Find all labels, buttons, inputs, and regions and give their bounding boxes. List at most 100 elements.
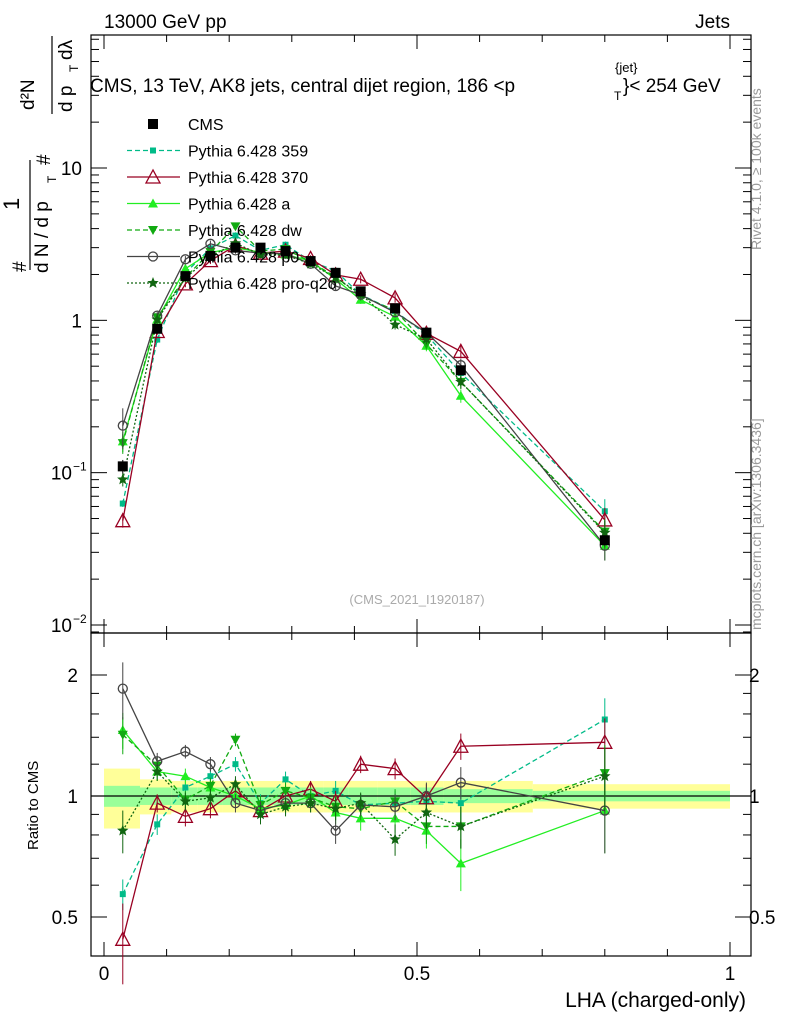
- ratio-panel-frame: [90, 632, 752, 957]
- main-point-ppro: [254, 248, 267, 260]
- ylabel-dN-dpT: d N / d p: [32, 201, 53, 273]
- ratio-point-ppro: [304, 797, 317, 808]
- ratio-point-p370: [177, 807, 194, 823]
- ratio-point-p359: [154, 821, 161, 828]
- y-tick-exponent: −1: [73, 460, 87, 474]
- main-point-p359: [154, 336, 161, 343]
- y-tick-exponent: −2: [73, 612, 87, 626]
- cms-data-point: [117, 461, 128, 472]
- x-tick-label: 0.5: [404, 964, 430, 985]
- ratio-point-ppro: [229, 778, 242, 790]
- ratio-tick-label-right: 1: [749, 787, 760, 808]
- ylabel-one: 1: [0, 198, 24, 210]
- cms-data-point: [280, 246, 291, 257]
- ratio-point-ppro: [455, 820, 467, 832]
- ratio-point-pp0: [117, 683, 128, 694]
- main-point-ppro: [389, 318, 401, 330]
- cms-data-point: [330, 267, 341, 278]
- ratio-point-pdw: [205, 781, 216, 791]
- ratio-point-pa: [455, 858, 466, 868]
- ratio-point-p370: [387, 760, 404, 776]
- cms-data-point: [152, 323, 163, 334]
- y-tick-label: 10: [51, 616, 72, 637]
- ylabel-dlambda: dλ: [56, 39, 77, 60]
- main-point-p359: [119, 500, 126, 507]
- ratio-point-pdw: [230, 735, 241, 745]
- ratio-line-p370: [122, 741, 605, 940]
- main-line-pa: [122, 246, 606, 547]
- ratio-point-p359: [232, 761, 239, 768]
- main-point-ppro: [420, 332, 433, 344]
- ratio-point-ppro: [354, 797, 367, 808]
- ratio-point-ppro: [179, 795, 192, 807]
- ratio-line-pa: [122, 729, 606, 865]
- ratio-point-p370: [149, 794, 166, 810]
- ratio-point-ppro: [329, 802, 342, 814]
- cms-data-point: [599, 535, 610, 546]
- main-point-pdw: [230, 222, 241, 232]
- cms-data-point: [390, 303, 401, 314]
- ratio-point-p359: [182, 784, 189, 791]
- y-tick-label: 10: [51, 464, 72, 485]
- main-point-ppro: [229, 237, 242, 249]
- ratio-tick-label: 2: [67, 666, 78, 687]
- x-tick-label: 1: [725, 964, 736, 985]
- ratio-tick-label: 1: [67, 787, 78, 808]
- cms-data-point: [355, 286, 366, 297]
- title-main: CMS, 13 TeV, AK8 jets, central dijet reg…: [90, 76, 515, 97]
- ratio-point-p370: [352, 755, 369, 771]
- ylabel-hash-2: #: [34, 154, 55, 165]
- cms-data-point: [230, 242, 241, 253]
- ratio-point-pp0: [330, 825, 341, 836]
- ratio-point-p359: [282, 776, 289, 783]
- ratio-point-ppro: [279, 800, 292, 812]
- energy-label: 13000 GeV pp: [104, 12, 227, 33]
- ylabel-dpT: d p: [56, 86, 77, 112]
- legend-marker-CMS: [148, 119, 158, 129]
- ratio-point-ppro: [420, 806, 433, 818]
- cms-data-point: [205, 250, 216, 261]
- ratio-point-p370: [452, 737, 469, 753]
- legend-label-p359: Pythia 6.428 359: [188, 144, 308, 161]
- main-y-label: # 1 d N / d p T # d²N d p T dλ: [0, 36, 81, 273]
- main-panel-series: [114, 222, 613, 561]
- ratio-panel-series: [114, 662, 613, 985]
- ratio-line-pdw: [122, 734, 606, 828]
- main-point-pp0: [180, 254, 191, 265]
- ratio-point-ppro: [254, 808, 267, 820]
- main-point-pa: [180, 263, 191, 273]
- legend: CMS Pythia 6.428 359 Pythia 6.428 370 Pythi…: [127, 117, 337, 293]
- legend-marker-ppro: [147, 277, 159, 288]
- ratio-y-label: Ratio to CMS: [25, 761, 42, 850]
- ratio-tick-label-right: 0.5: [749, 908, 775, 929]
- analysis-id: (CMS_2021_I1920187): [349, 592, 484, 607]
- title-end: }< 254 GeV: [623, 76, 721, 97]
- legend-label-pp0: Pythia 6.428 p0: [188, 250, 299, 267]
- main-point-pp0: [117, 420, 128, 431]
- legend-marker-pdw: [148, 226, 158, 235]
- cms-data-point: [305, 256, 316, 267]
- cms-data-point: [421, 327, 432, 338]
- y-tick-label: 1: [71, 311, 82, 332]
- ratio-point-ppro: [599, 770, 611, 782]
- ratio-point-pdw: [280, 786, 291, 796]
- cms-data-point: [180, 271, 191, 282]
- legend-marker-p370: [144, 168, 162, 184]
- ratio-tick-label: 0.5: [52, 908, 78, 929]
- ratio-tick-label-right: 2: [749, 666, 760, 687]
- x-tick-label: 0: [99, 964, 110, 985]
- cms-data-point: [255, 242, 266, 253]
- legend-label-pa: Pythia 6.428 a: [188, 197, 290, 214]
- main-line-pdw: [122, 225, 606, 533]
- title-superscript: {jet}: [615, 60, 638, 75]
- main-line-ppro: [122, 242, 606, 534]
- x-axis-label: LHA (charged-only): [565, 989, 746, 1012]
- ratio-line-p359: [122, 718, 606, 895]
- ratio-point-ppro: [151, 765, 163, 777]
- ratio-point-ppro: [204, 791, 217, 803]
- main-point-p370: [114, 512, 131, 528]
- main-point-p370: [452, 343, 469, 359]
- cms-data-point: [455, 365, 466, 376]
- ratio-point-pp0: [389, 801, 401, 812]
